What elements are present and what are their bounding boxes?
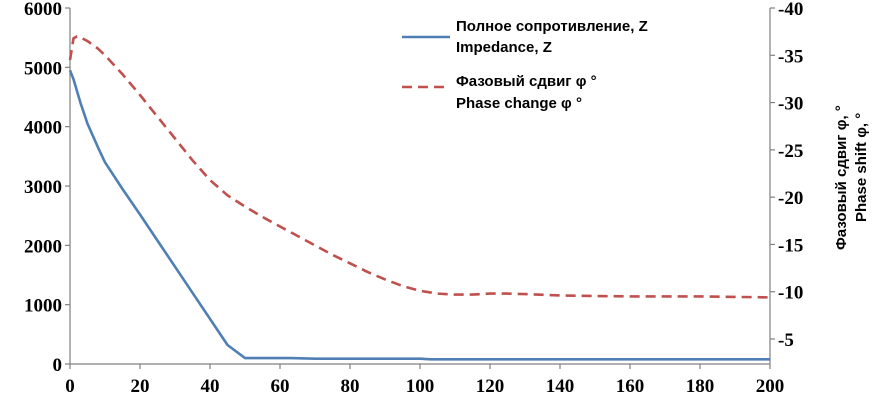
right-tick-label: -15 [778,235,803,256]
x-tick-label: 120 [476,376,505,397]
legend-label-phase-ru: Фазовый сдвиг φ ° [456,73,597,90]
right-axis-ticks: -40 -35 -30 -25 -20 -15 -10 -5 [770,0,803,351]
right-tick-label: -20 [778,188,803,209]
right-axis-title-ru: Фазовый сдвиг φ, ° [833,105,850,250]
x-tick-label: 160 [616,376,645,397]
x-tick-label: 80 [341,376,360,397]
right-tick-label: -30 [778,94,803,115]
right-tick-label: -10 [778,283,803,304]
x-axis-ticks: 0 20 40 60 80 100 120 140 160 180 200 [65,364,784,397]
right-tick-label: -40 [778,0,803,20]
right-tick-label: -35 [778,46,803,67]
x-tick-label: 140 [546,376,575,397]
legend-label-impedance-ru: Полное сопротивление, Z [456,18,648,35]
series-impedance-line [68,69,770,361]
left-tick-label: 6000 [24,0,62,20]
x-tick-label: 0 [65,376,75,397]
legend: Полное сопротивление, Z Impedance, Z Фаз… [402,18,648,112]
left-tick-label: 3000 [24,177,62,198]
legend-label-impedance-en: Impedance, Z [456,39,552,56]
right-tick-label: -25 [778,141,803,162]
left-axis-ticks: 0 1000 2000 3000 4000 5000 6000 [24,0,70,376]
right-axis-title-en: Phase shift φ, ° [853,113,870,222]
x-tick-label: 60 [271,376,290,397]
left-tick-label: 5000 [24,58,62,79]
left-tick-label: 1000 [24,296,62,317]
right-tick-label: -5 [778,330,794,351]
x-tick-label: 100 [406,376,435,397]
x-tick-label: 180 [686,376,715,397]
x-tick-label: 200 [756,376,785,397]
left-tick-label: 2000 [24,236,62,257]
series-phase-line [68,35,771,299]
x-tick-label: 20 [131,376,150,397]
legend-label-phase-en: Phase change φ ° [456,95,582,112]
left-tick-label: 0 [53,355,63,376]
x-tick-label: 40 [201,376,220,397]
left-tick-label: 4000 [24,118,62,139]
